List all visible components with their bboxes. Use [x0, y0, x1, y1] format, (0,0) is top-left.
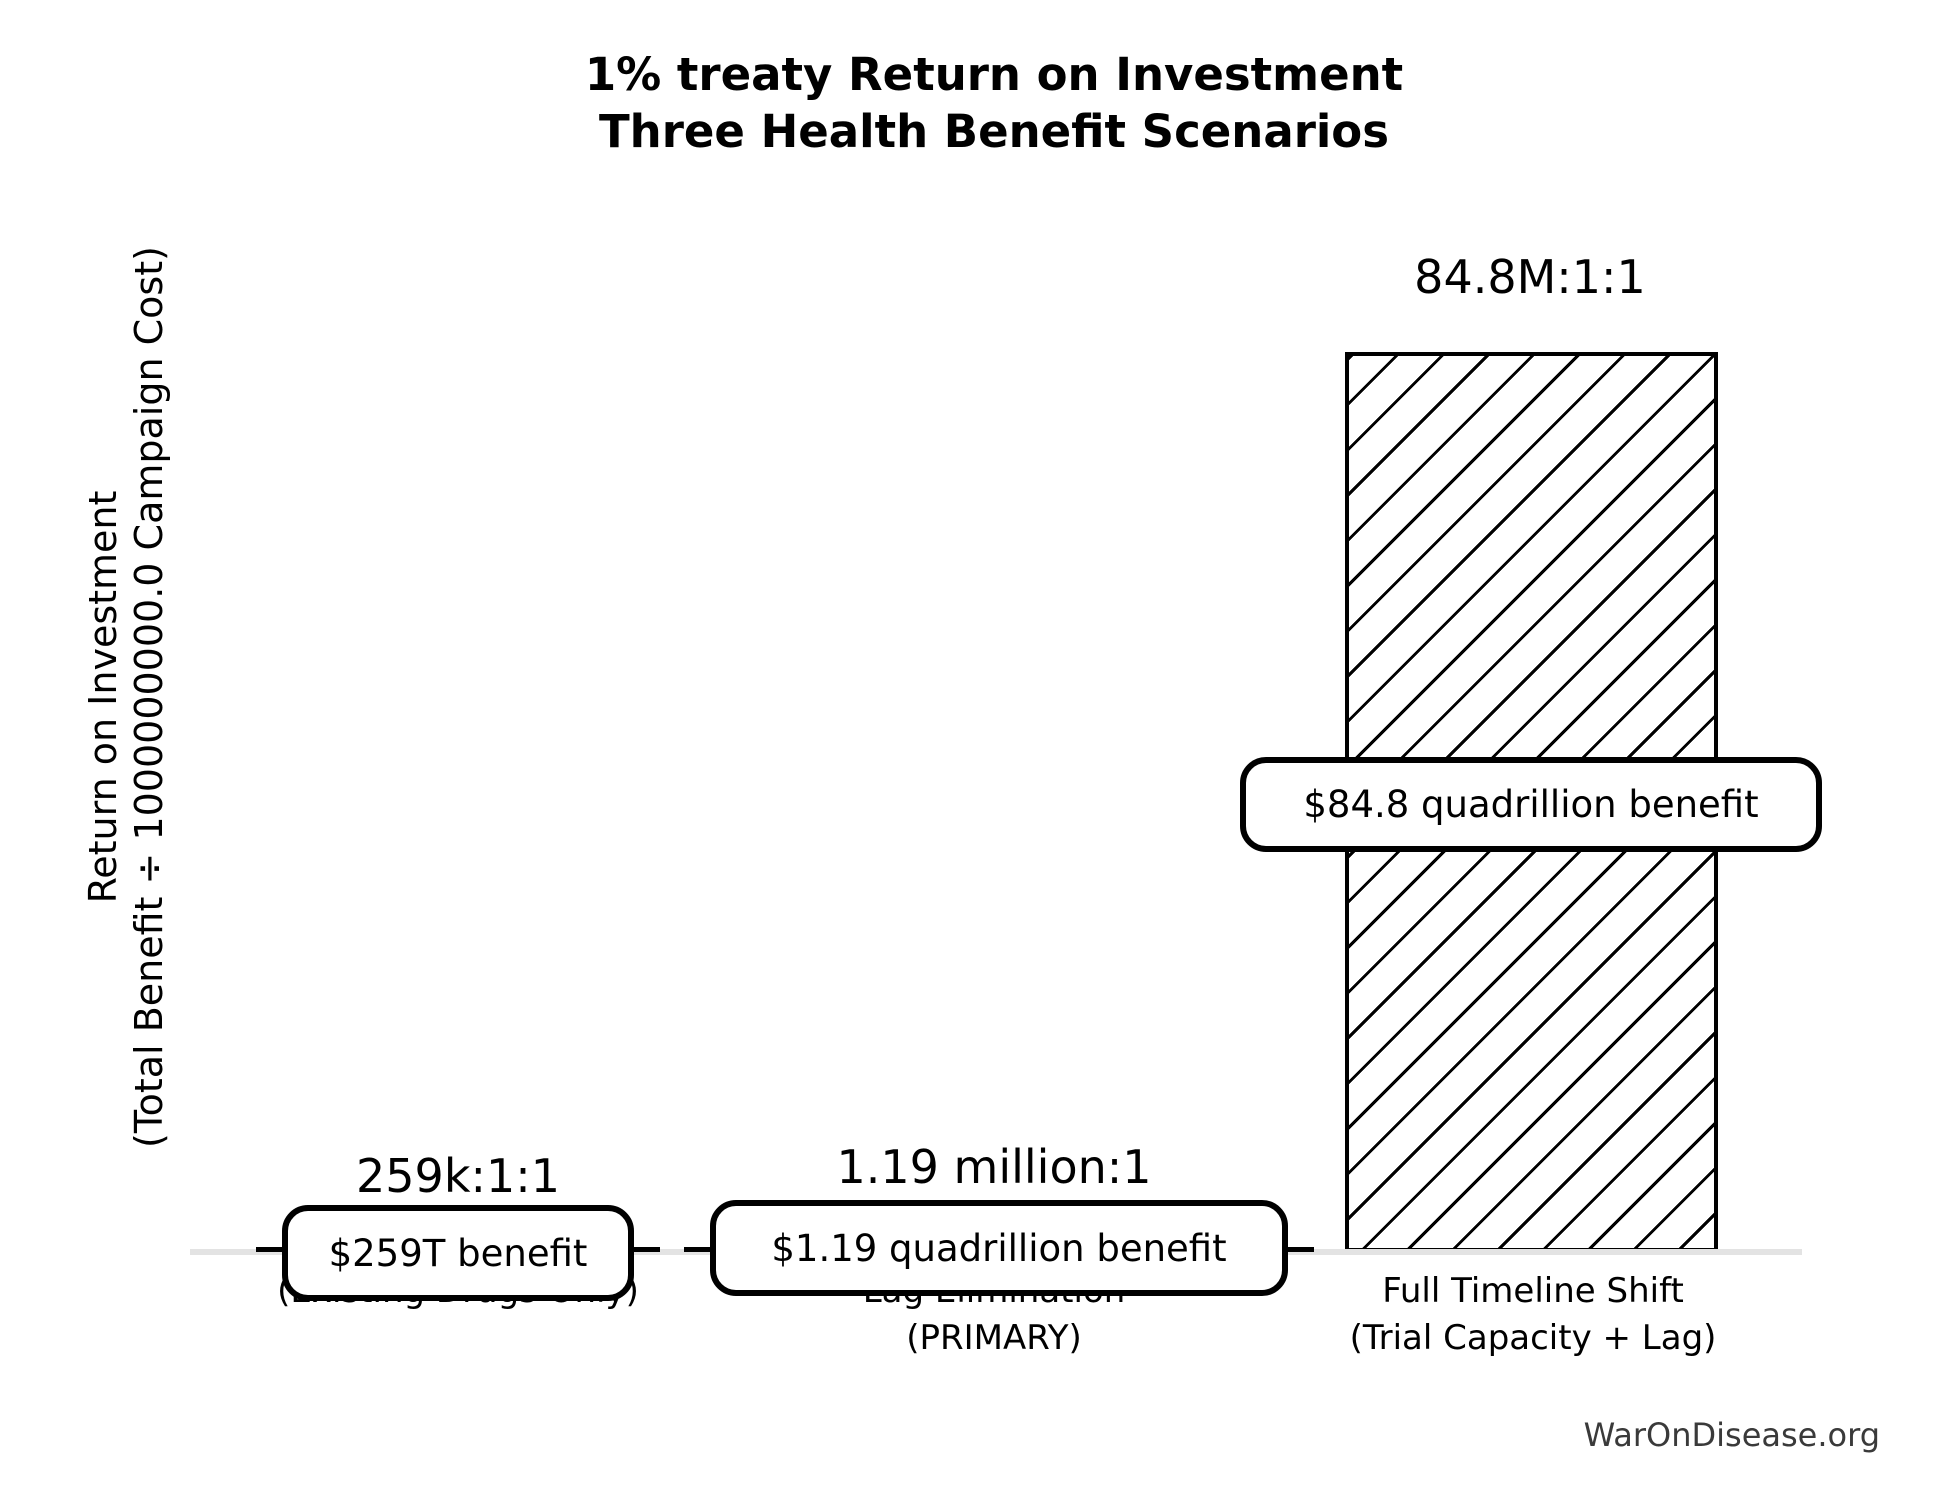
callout2-right-dash — [1286, 1247, 1314, 1252]
benefit-callout-1-text: $259T benefit — [328, 1231, 588, 1275]
benefit-callout-1: $259T benefit — [282, 1205, 634, 1301]
chart-title-line2: Three Health Benefit Scenarios — [598, 105, 1390, 158]
roi-value-label-2: 1.19 million:1 — [836, 1140, 1152, 1194]
callout2-left-dash — [684, 1247, 712, 1252]
x-tick-label-3-line2: (Trial Capacity + Lag) — [1349, 1318, 1717, 1358]
x-tick-label-3-line1: Full Timeline Shift — [1382, 1271, 1684, 1311]
watermark-url: WarOnDisease.org — [1583, 1416, 1880, 1454]
benefit-callout-2: $1.19 quadrillion benefit — [710, 1200, 1288, 1296]
callout1-left-dash — [256, 1247, 284, 1252]
callout1-right-dash — [632, 1247, 660, 1252]
y-axis-label-line1: Return on Investment — [81, 490, 125, 904]
benefit-callout-2-text: $1.19 quadrillion benefit — [771, 1226, 1227, 1270]
chart-title-line1: 1% treaty Return on Investment — [584, 48, 1404, 101]
chart-title: 1% treaty Return on Investment Three Hea… — [585, 46, 1403, 160]
benefit-callout-3-text: $84.8 quadrillion benefit — [1303, 783, 1759, 826]
x-tick-label-2-line2: (PRIMARY) — [906, 1318, 1082, 1358]
x-tick-label-3: Full Timeline Shift (Trial Capacity + La… — [1350, 1268, 1717, 1362]
benefit-callout-3: $84.8 quadrillion benefit — [1240, 757, 1822, 852]
y-axis-label-line2: (Total Benefit ÷ 1000000000.0 Campaign C… — [127, 246, 171, 1148]
y-axis-label: Return on Investment (Total Benefit ÷ 10… — [80, 97, 172, 1297]
roi-value-label-3: 84.8M:1:1 — [1414, 250, 1646, 304]
roi-value-label-1: 259k:1:1 — [356, 1149, 560, 1203]
